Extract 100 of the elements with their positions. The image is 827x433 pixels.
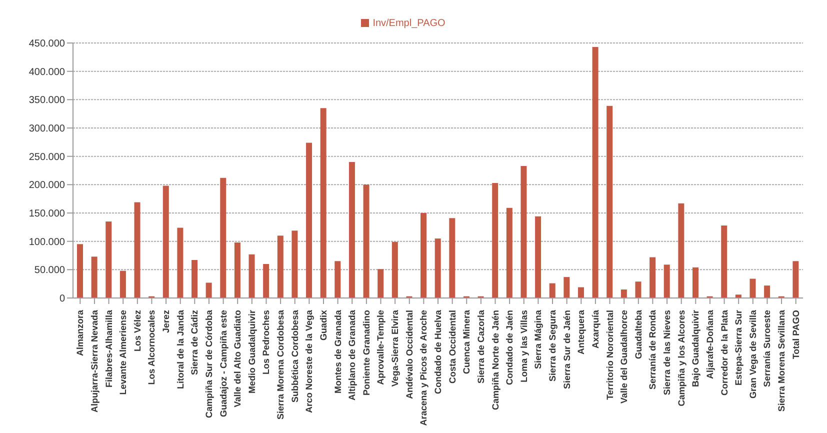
bar bbox=[434, 238, 441, 298]
bar bbox=[764, 286, 770, 298]
bar bbox=[91, 256, 98, 298]
x-tick-label: Sierra Mágina bbox=[533, 309, 544, 370]
bar bbox=[692, 267, 698, 298]
x-tick-label: Sierra de las Nieves bbox=[662, 310, 672, 396]
x-tick-label: Campiña y los Alcores bbox=[676, 310, 686, 406]
x-tick-label: Territorio Nororiental bbox=[604, 310, 615, 400]
bar bbox=[292, 230, 298, 298]
bar bbox=[420, 213, 427, 298]
x-tick-label: Altiplano de Granada bbox=[347, 309, 358, 401]
x-tick-label: Subbética Cordobesa bbox=[290, 309, 300, 403]
bar bbox=[120, 270, 126, 298]
bar bbox=[678, 203, 684, 298]
bar bbox=[392, 242, 398, 298]
bar bbox=[750, 278, 756, 298]
bar bbox=[277, 236, 284, 298]
bar bbox=[578, 287, 584, 298]
x-tick-label: Condado de Jaén bbox=[504, 310, 515, 386]
x-tick-label: Sierra de Cazorla bbox=[476, 309, 486, 384]
bar bbox=[306, 142, 312, 298]
x-tick-label: Los Pedroches bbox=[261, 310, 272, 375]
x-tick-label: Gran Vega de Sevilla bbox=[748, 309, 758, 399]
x-tick-label: Aprovalle-Temple bbox=[376, 310, 386, 385]
x-tick-label: Campiña Sur de Córdoba bbox=[204, 309, 214, 418]
x-tick-label: Montes de Granada bbox=[332, 309, 343, 394]
bar bbox=[363, 184, 370, 298]
x-tick-label: Guadalteba bbox=[633, 309, 644, 360]
y-tick-label: 0 bbox=[59, 294, 66, 305]
x-tick-label: Levante Almeriense bbox=[118, 310, 128, 395]
bar bbox=[206, 282, 212, 298]
x-tick-label: Andévalo Occidental bbox=[404, 310, 414, 400]
x-tick-label: Alpujarra-Sierra Nevada bbox=[89, 309, 100, 413]
x-tick-label: Estepa-Sierra Sur bbox=[734, 310, 744, 386]
bar bbox=[506, 208, 512, 298]
bar bbox=[106, 222, 112, 298]
x-tick-label: Sierra Morena Sevillana bbox=[776, 309, 787, 412]
bar bbox=[606, 106, 613, 298]
bar bbox=[134, 202, 140, 298]
bar bbox=[520, 166, 527, 298]
legend-label: Inv/Empl_PAGO bbox=[372, 18, 446, 29]
x-tick-label: Axarquía bbox=[590, 309, 600, 349]
bar bbox=[234, 242, 240, 298]
bar bbox=[721, 225, 728, 298]
x-tick-label: Sierra de Segura bbox=[548, 309, 558, 382]
bar bbox=[348, 162, 355, 298]
bar bbox=[378, 269, 384, 298]
x-tick-label: Guadajoz - Campiña este bbox=[218, 310, 228, 418]
y-tick-label: 250.000 bbox=[28, 152, 66, 163]
bar bbox=[177, 228, 184, 298]
x-tick-label: Bajo Guadalquivir bbox=[690, 310, 701, 388]
bar bbox=[320, 108, 326, 298]
y-tick-label: 350.000 bbox=[28, 95, 66, 106]
x-tick-label: Costa Occidental bbox=[447, 310, 458, 384]
x-tick-label: Filabres-Alhamilla bbox=[104, 309, 114, 388]
x-tick-label: Los Alcornocales bbox=[146, 310, 157, 385]
x-tick-label: Los Vélez bbox=[132, 310, 142, 352]
y-tick-label: 50.000 bbox=[34, 265, 66, 276]
y-tick-label: 450.000 bbox=[28, 38, 66, 50]
x-tick-label: Serranía de Ronda bbox=[648, 309, 658, 390]
x-tick-label: Medio Guadalquivir bbox=[246, 310, 257, 394]
x-tick-label: Poniente Granadino bbox=[361, 310, 372, 396]
y-tick-label: 150.000 bbox=[28, 208, 66, 220]
x-tick-label: Vega-Sierra Elvira bbox=[390, 309, 400, 387]
x-tick-label: Condado de Huelva bbox=[433, 309, 443, 394]
bar bbox=[535, 216, 542, 298]
x-tick-label: Aljarafe-Doñana bbox=[704, 309, 715, 380]
bar bbox=[248, 254, 255, 298]
x-tick-label: Total PAGO bbox=[790, 310, 801, 360]
x-tick-label: Antequera bbox=[576, 309, 586, 355]
x-tick-label: Corredor de la Plata bbox=[719, 309, 730, 396]
x-tick-label: Valle del Guadalhorce bbox=[619, 310, 630, 404]
y-tick-label: 100.000 bbox=[28, 236, 66, 248]
x-tick-label: Aracena y Picos de Aroche bbox=[418, 310, 429, 426]
bar bbox=[449, 218, 456, 298]
x-tick-label: Litoral de la Janda bbox=[175, 309, 186, 390]
x-tick-label: Arco Noreste de la Vega bbox=[304, 309, 314, 414]
y-tick-label: 400.000 bbox=[28, 66, 66, 78]
bar bbox=[263, 264, 270, 298]
x-tick-label: Valle del Alto Guadiato bbox=[232, 310, 243, 408]
x-tick-label: Guadix bbox=[318, 310, 328, 341]
x-tick-label: Sierra de Cádiz bbox=[190, 310, 200, 376]
x-tick-label: Almanzora bbox=[75, 309, 86, 356]
bar bbox=[620, 290, 627, 298]
bar bbox=[564, 277, 570, 298]
bar bbox=[592, 46, 598, 298]
x-tick-label: Jerez bbox=[161, 310, 172, 334]
bar bbox=[77, 244, 83, 298]
bar bbox=[492, 182, 498, 298]
bar bbox=[635, 282, 642, 298]
y-tick-label: 200.000 bbox=[28, 180, 66, 192]
x-tick-label: Loma y las Villas bbox=[518, 310, 529, 382]
x-tick-label: Campiña Norte de Jaén bbox=[490, 310, 500, 410]
bar bbox=[220, 178, 226, 298]
bar bbox=[334, 261, 341, 298]
x-tick-label: Sierra Morena Cordobesa bbox=[276, 309, 286, 420]
bar bbox=[792, 261, 799, 298]
x-tick-label: Cuenca Minera bbox=[462, 309, 472, 374]
y-tick-label: 300.000 bbox=[28, 124, 66, 135]
x-tick-label: Sierra Sur de Jaén bbox=[562, 310, 572, 390]
